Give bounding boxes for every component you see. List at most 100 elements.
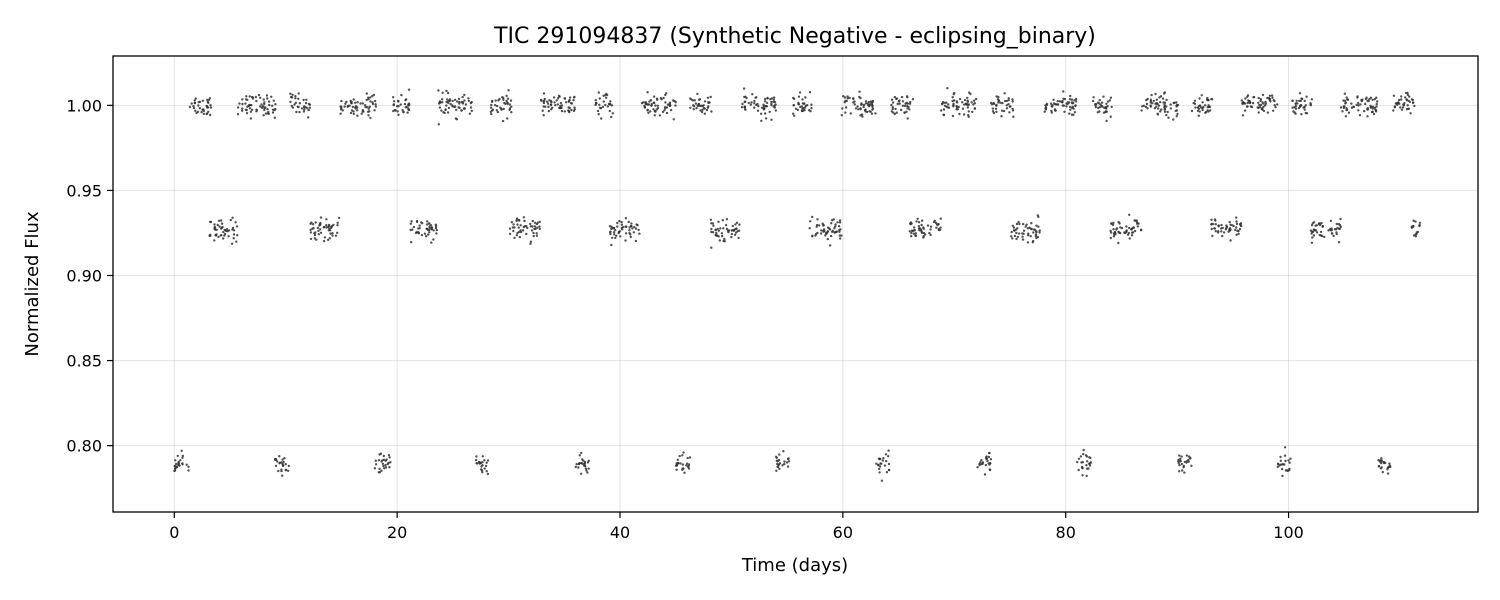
data-point <box>663 109 666 112</box>
data-point <box>384 466 388 469</box>
data-point <box>596 109 600 113</box>
data-point <box>241 109 244 112</box>
data-point <box>1034 233 1038 236</box>
data-point <box>374 105 378 108</box>
data-point <box>519 224 522 227</box>
data-point <box>1232 224 1235 228</box>
data-point <box>1366 108 1370 111</box>
data-point <box>529 240 533 243</box>
data-point <box>661 110 665 114</box>
data-point <box>652 95 656 98</box>
data-point <box>483 467 486 470</box>
data-point <box>725 218 729 221</box>
data-point <box>1035 230 1038 234</box>
data-point <box>1220 223 1223 227</box>
data-point <box>586 471 589 474</box>
data-point <box>776 465 780 469</box>
data-point <box>917 225 921 228</box>
data-point <box>1235 226 1238 229</box>
data-point <box>1400 95 1403 98</box>
data-point <box>1086 460 1089 463</box>
data-point <box>611 112 614 115</box>
data-point <box>578 454 581 457</box>
data-point <box>337 216 341 220</box>
data-point <box>374 459 377 462</box>
data-point <box>1163 101 1167 104</box>
data-point <box>969 92 972 96</box>
data-point <box>599 107 603 110</box>
data-point <box>322 239 326 243</box>
data-point <box>369 96 372 99</box>
data-point <box>922 236 925 239</box>
data-point <box>757 104 760 108</box>
data-point <box>268 103 271 107</box>
data-point <box>674 101 677 104</box>
data-point <box>920 223 923 227</box>
data-point <box>1036 214 1040 217</box>
data-point <box>480 469 484 472</box>
data-point <box>329 232 332 235</box>
data-point <box>874 112 877 115</box>
data-point <box>1211 222 1215 226</box>
data-point <box>1309 103 1312 106</box>
data-point <box>600 117 603 120</box>
data-point <box>635 223 638 226</box>
data-point <box>1112 228 1115 231</box>
data-point <box>1110 222 1113 225</box>
data-point <box>383 467 386 470</box>
data-point <box>1283 454 1287 457</box>
data-point <box>903 111 906 115</box>
data-point <box>861 115 864 118</box>
data-point <box>781 464 784 467</box>
data-point <box>882 457 885 460</box>
data-point <box>1262 102 1265 105</box>
data-point <box>1339 217 1342 221</box>
data-point <box>967 114 970 117</box>
data-point <box>624 217 628 220</box>
data-point <box>908 102 912 106</box>
data-point <box>455 118 459 121</box>
data-point <box>297 97 300 101</box>
data-point <box>578 461 581 465</box>
data-point <box>1272 99 1275 102</box>
data-point <box>1136 222 1139 225</box>
data-point <box>692 108 695 111</box>
data-point <box>311 223 315 226</box>
data-point <box>1229 223 1232 226</box>
data-point <box>297 92 300 95</box>
data-point <box>286 469 290 472</box>
data-point <box>939 217 942 220</box>
data-point <box>601 105 605 109</box>
data-point <box>246 98 249 102</box>
data-point <box>517 226 520 229</box>
data-point <box>374 103 377 106</box>
data-point <box>1204 111 1207 115</box>
data-point <box>236 113 240 116</box>
data-point <box>1173 101 1176 105</box>
data-point <box>205 104 208 108</box>
data-point <box>209 220 212 224</box>
data-point <box>1167 116 1170 119</box>
data-point <box>201 99 205 103</box>
data-point <box>515 219 518 222</box>
data-point <box>721 219 724 222</box>
data-point <box>257 93 261 97</box>
data-point <box>274 457 277 461</box>
data-point <box>709 218 713 221</box>
data-point <box>912 232 915 235</box>
data-point <box>1217 224 1220 227</box>
data-point <box>643 104 646 108</box>
data-point <box>1074 100 1078 103</box>
data-point <box>625 225 628 228</box>
data-point <box>797 103 800 106</box>
data-point <box>232 229 236 232</box>
data-point <box>762 103 765 106</box>
data-point <box>1176 112 1179 116</box>
data-point <box>1214 230 1218 233</box>
data-point <box>1007 103 1010 106</box>
data-point <box>909 223 912 226</box>
data-point <box>196 110 200 114</box>
data-point <box>1250 105 1254 109</box>
data-point <box>547 109 551 113</box>
data-point <box>1294 102 1298 105</box>
